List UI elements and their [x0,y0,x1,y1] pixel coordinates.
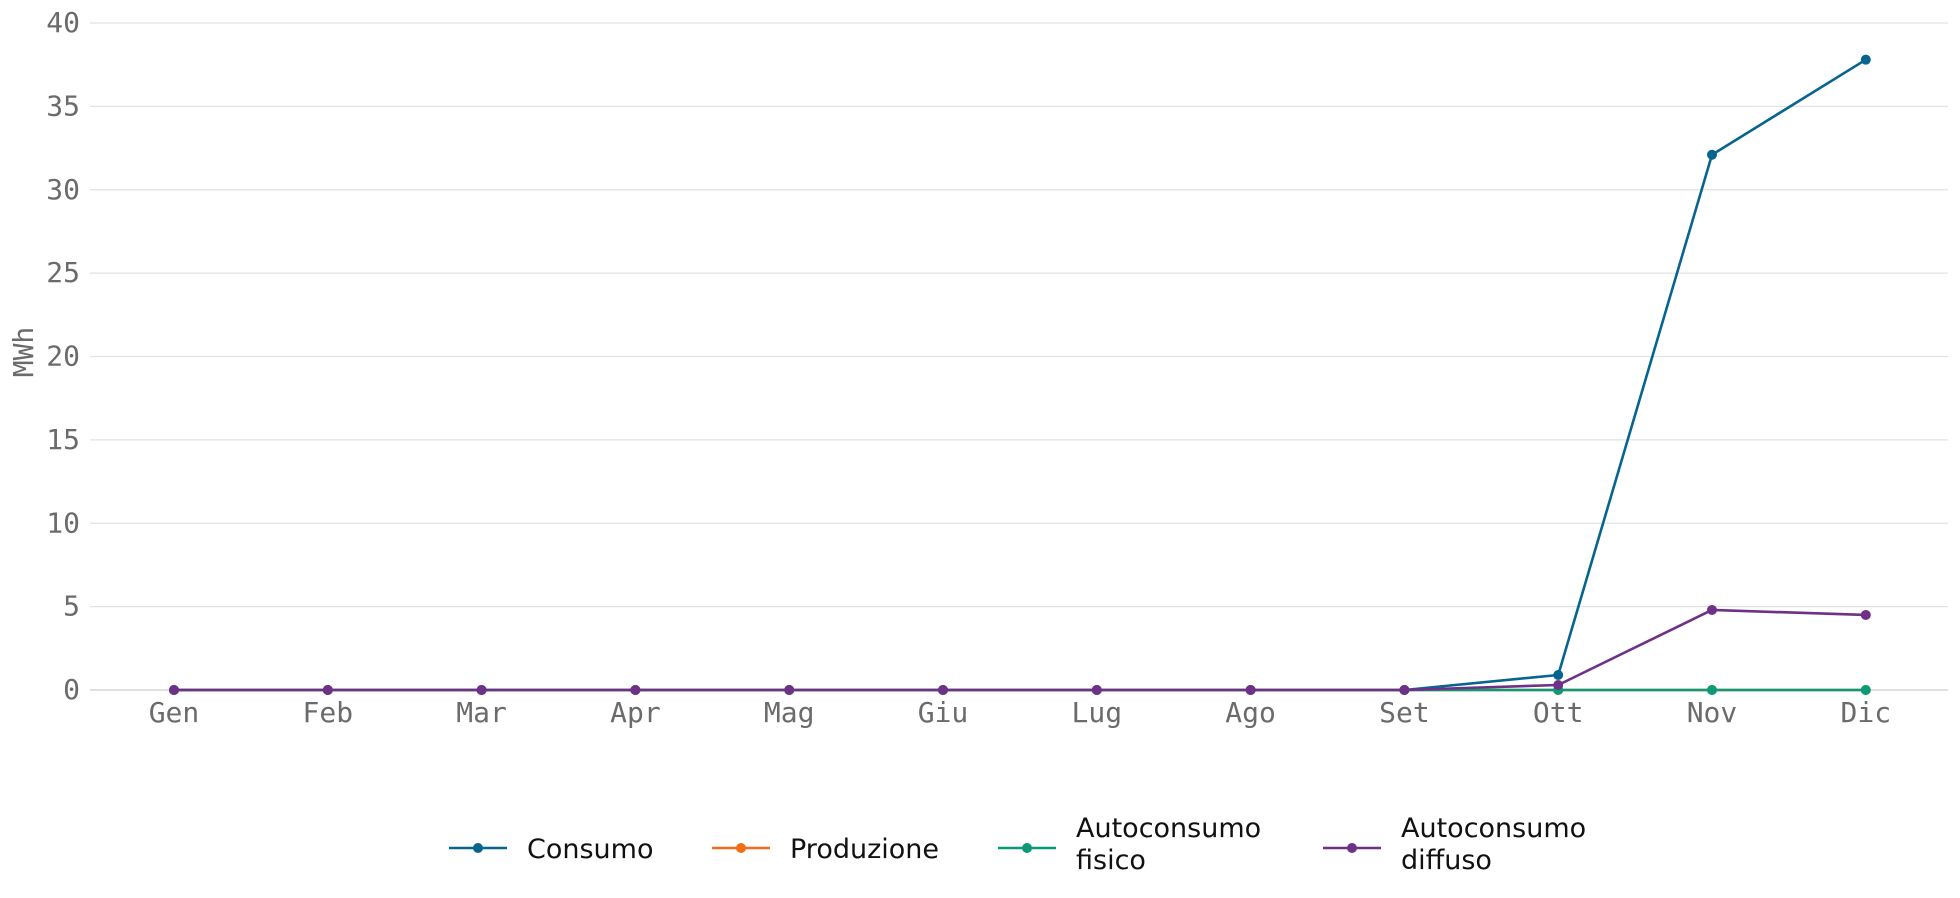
legend-marker [1347,843,1357,853]
series-3 [169,604,1871,695]
data-point [1860,609,1871,620]
data-point [1860,685,1871,695]
x-tick-label: Feb [303,696,354,729]
legend-item: Autoconsumo fisico [998,813,1261,876]
y-tick-label: 5 [63,590,80,623]
y-tick-label: 25 [46,256,80,289]
data-point [1707,685,1717,695]
y-tick-label: 0 [63,673,80,706]
data-point [630,685,641,695]
legend-item: Autoconsumo diffuso [1323,813,1586,876]
x-axis-ticks: Gen Feb Mar Apr Mag Giu Lug Ago Set Ott Nov Dic [149,696,1891,729]
x-tick-label: Ott [1533,696,1584,729]
x-tick-label: Mar [456,696,507,729]
x-tick-label: Ago [1225,696,1276,729]
y-tick-label: 10 [46,506,80,539]
y-tick-label: 35 [46,89,80,122]
y-axis-ticks: 0 5 10 15 20 25 30 35 40 [46,6,80,706]
x-tick-label: Nov [1687,696,1738,729]
legend-label: Autoconsumo fisico [1076,813,1261,876]
x-tick-label: Set [1379,696,1430,729]
grid-lines [90,22,1948,691]
legend-label: Produzione [790,834,939,865]
y-tick-label: 15 [46,423,80,456]
legend-item: Consumo [449,834,653,865]
x-tick-label: Lug [1072,696,1123,729]
data-point [1091,685,1102,695]
series-line [174,58,1867,692]
legend: Consumo Produzione Autoconsumo fisico Autoco… [449,813,1586,876]
y-axis-title: MWh [7,327,40,378]
data-point [784,685,795,695]
data-point [322,685,333,695]
x-tick-label: Apr [610,696,661,729]
data-point [1707,604,1717,615]
legend-marker [473,843,483,853]
y-tick-label: 40 [46,6,80,39]
legend-marker [736,843,746,853]
data-point [1553,669,1564,680]
x-tick-label: Mag [764,696,815,729]
data-point [169,685,179,695]
legend-item: Produzione [712,834,939,865]
y-tick-label: 30 [46,173,80,206]
data-point [1245,685,1256,695]
data-point [938,685,948,695]
legend-label: Consumo [527,834,653,865]
x-tick-label: Gen [149,696,200,729]
data-point [1399,685,1410,695]
data-point [1860,54,1871,65]
x-tick-label: Dic [1841,696,1892,729]
data-point [1707,149,1717,160]
series-lines [169,54,1871,695]
x-tick-label: Giu [918,696,969,729]
data-point [1553,679,1564,690]
y-tick-label: 20 [46,340,80,373]
data-point [476,685,487,695]
legend-label: Autoconsumo diffuso [1401,813,1586,876]
series-line [174,608,1866,692]
legend-marker [1022,843,1032,853]
series-0 [169,54,1871,695]
